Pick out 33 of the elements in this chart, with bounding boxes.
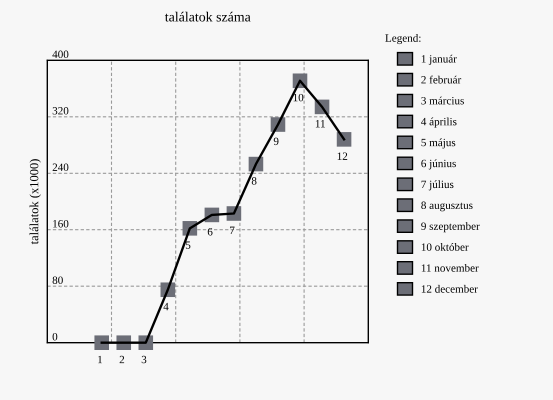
y-tick-label: 320 — [52, 107, 68, 115]
legend-label: 11 november — [422, 264, 479, 272]
legend-title: Legend: — [385, 34, 421, 44]
x-tick-label: 2 — [120, 356, 124, 364]
x-tick-label: 4 — [163, 302, 169, 310]
legend-label: 9 szeptember — [421, 222, 480, 232]
y-tick-label: 160 — [53, 220, 68, 228]
y-axis-title: találatok (x1000) — [30, 159, 41, 244]
legend-label: 1 január — [422, 54, 457, 65]
chart-title: találatok száma — [164, 12, 251, 22]
x-tick-label: 11 — [316, 120, 325, 128]
legend-label: 7 július — [422, 180, 454, 190]
x-tick-label: 1 — [98, 356, 102, 364]
x-tick-label: 5 — [186, 242, 190, 249]
legend-label: 4 április — [421, 118, 457, 128]
legend-label: 8 augusztus — [421, 202, 473, 212]
x-tick-label: 8 — [252, 177, 256, 185]
x-tick-label: 6 — [208, 228, 213, 236]
legend-label: 10 október — [422, 243, 469, 251]
y-tick-label: 80 — [52, 276, 63, 284]
y-tick-label: 400 — [52, 50, 68, 58]
legend-label: 3 március — [421, 96, 464, 104]
legend-label: 2 február — [421, 76, 462, 84]
y-tick-label: 240 — [52, 164, 68, 172]
legend-label: 6 június — [421, 159, 456, 170]
x-tick-label: 3 — [142, 356, 146, 364]
legend-label: 12 december — [422, 284, 478, 293]
y-tick-label: 0 — [52, 332, 58, 340]
x-tick-label: 12 — [338, 152, 348, 160]
x-tick-label: 9 — [274, 138, 278, 146]
legend-label: 5 május — [421, 138, 456, 149]
x-tick-label: 10 — [294, 94, 304, 102]
x-tick-label: 7 — [230, 226, 235, 234]
